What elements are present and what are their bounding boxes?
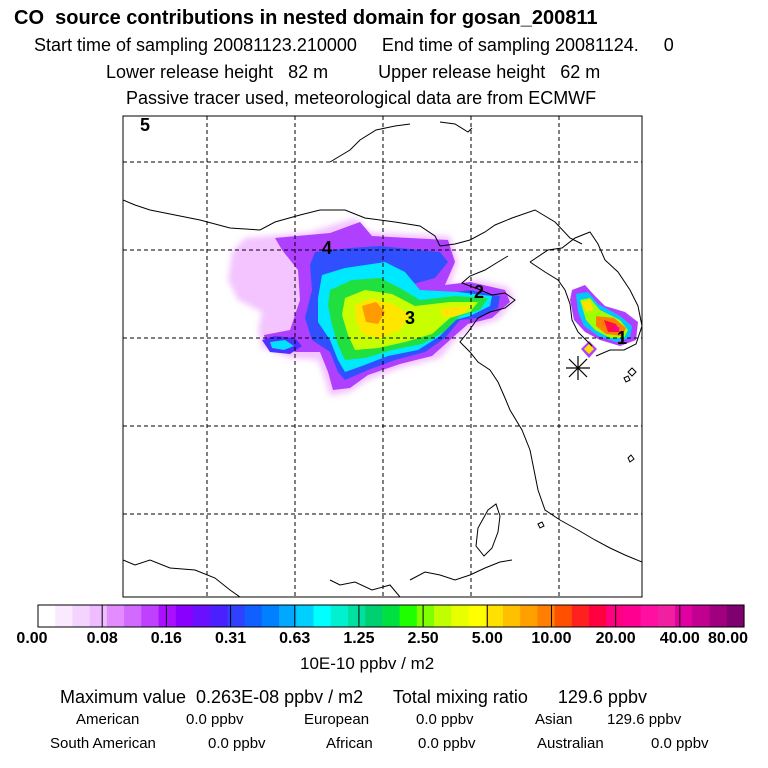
european-label: European (304, 711, 370, 728)
sampling-times: Start time of sampling 20081123.210000 E… (34, 35, 674, 55)
colorbar-tick-label: 5.00 (471, 630, 503, 647)
source-label-1: 1 (617, 328, 627, 348)
release-heights: Lower release height 82 m Upper release … (106, 62, 601, 82)
colorbar-tick-label: 0.00 (16, 630, 48, 647)
colorbar-unit: 10E-10 ppbv / m2 (300, 654, 435, 673)
concentration-field (228, 218, 638, 396)
source-label-2: 2 (474, 282, 484, 302)
american-value: 0.0 ppbv (186, 711, 244, 728)
colorbar-tick-label: 1.25 (343, 630, 375, 647)
coastlines (123, 121, 642, 597)
plot-title: CO source contributions in nested domain… (14, 7, 598, 29)
colorbar-tick-label: 20.00 (595, 630, 636, 647)
colorbar-tick-label: 2.50 (407, 630, 439, 647)
source-label-4: 4 (322, 238, 332, 258)
grid-lines (123, 116, 642, 597)
australian-label: Australian (537, 735, 604, 752)
colorbar-tick-label: 80.00 (707, 630, 749, 647)
colorbar-tick-label: 0.31 (214, 630, 247, 647)
colorbar-tick-label: 0.16 (150, 630, 182, 647)
american-label: American (76, 711, 140, 728)
tracer-info: Passive tracer used, meteorological data… (126, 88, 597, 108)
african-value: 0.0 ppbv (418, 735, 476, 752)
african-label: African (326, 735, 373, 752)
european-value: 0.0 ppbv (416, 711, 474, 728)
colorbar-tick-label: 10.00 (531, 630, 572, 647)
colorbar-tick-label: 40.00 (659, 630, 700, 647)
south-american-value: 0.0 ppbv (208, 735, 266, 752)
south-american-label: South American (50, 735, 156, 752)
colorbar-tick-label: 0.63 (279, 630, 311, 647)
asian-value: 129.6 ppbv (607, 711, 682, 728)
receptor-asterisk-icon (566, 356, 590, 380)
asian-label: Asian (535, 711, 573, 728)
map-corner-label: 5 (140, 115, 150, 135)
max-value-summary: Maximum value 0.263E-08 ppbv / m2 Total … (60, 687, 647, 707)
source-label-3: 3 (405, 308, 415, 328)
australian-value: 0.0 ppbv (651, 735, 709, 752)
colorbar-tick-label: 0.08 (86, 630, 118, 647)
